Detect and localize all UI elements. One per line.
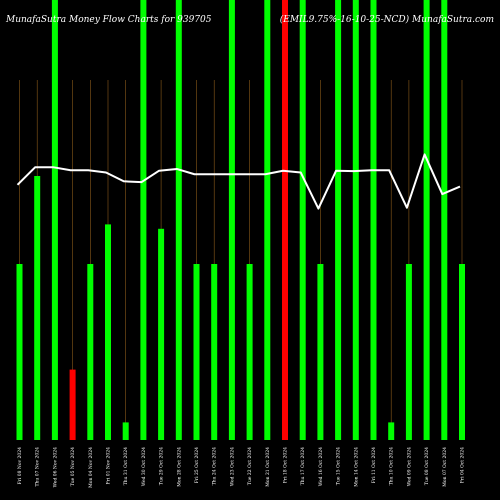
- date-label-14: Mon 21 Oct 2024: [265, 447, 271, 487]
- chart-subtitle: (EMIL9.75%-16-10-25-NCD) MunafaSutra.com: [280, 14, 494, 25]
- bar-4: [87, 264, 94, 440]
- date-label-13: Tue 22 Oct 2024: [247, 447, 253, 485]
- date-label-7: Wed 30 Oct 2024: [141, 447, 147, 486]
- bar-7: [140, 0, 147, 440]
- bar-10: [193, 264, 200, 440]
- grid-lines: [19, 80, 463, 440]
- bar-8: [158, 228, 165, 440]
- date-label-23: Tue 08 Oct 2024: [424, 447, 430, 485]
- bar-17: [317, 264, 324, 440]
- date-label-17: Wed 16 Oct 2024: [318, 447, 324, 486]
- date-label-15: Fri 18 Oct 2024: [283, 447, 289, 483]
- date-label-21: Thu 10 Oct 2024: [389, 447, 395, 485]
- date-label-5: Fri 01 Nov 2024: [106, 447, 112, 485]
- date-label-19: Mon 14 Oct 2024: [353, 447, 359, 487]
- bar-23: [423, 0, 430, 440]
- date-label-22: Wed 09 Oct 2024: [406, 447, 412, 486]
- date-label-18: Tue 15 Oct 2024: [336, 447, 342, 485]
- date-label-10: Fri 25 Oct 2024: [194, 447, 200, 483]
- date-label-8: Tue 29 Oct 2024: [159, 447, 165, 485]
- date-label-9: Mon 28 Oct 2024: [176, 447, 182, 487]
- bar-6: [122, 422, 129, 440]
- bar-20: [370, 0, 377, 440]
- date-label-12: Wed 23 Oct 2024: [229, 447, 235, 486]
- date-label-0: Fri 08 Nov 2024: [17, 447, 23, 485]
- bar-18: [335, 0, 342, 440]
- chart-title: MunafaSutra Money Flow Charts for 939705: [5, 15, 212, 25]
- bar-21: [388, 422, 395, 440]
- bar-5: [105, 224, 111, 440]
- bar-12: [228, 0, 235, 440]
- bar-2: [51, 0, 58, 440]
- bar-0: [16, 264, 23, 440]
- bar-16: [299, 0, 306, 440]
- bar-9: [175, 0, 182, 440]
- date-label-11: Thu 24 Oct 2024: [212, 447, 218, 485]
- bar-1: [34, 176, 41, 440]
- date-label-24: Mon 07 Oct 2024: [442, 447, 448, 487]
- bar-3: [69, 369, 76, 440]
- date-label-6: Thu 31 Oct 2024: [123, 447, 129, 485]
- bar-13: [246, 264, 253, 440]
- money-flow-line: [16, 153, 461, 210]
- bar-15: [282, 0, 288, 440]
- line-series: [16, 153, 461, 210]
- date-label-4: Mon 04 Nov 2024: [88, 447, 94, 488]
- date-label-2: Wed 06 Nov 2024: [52, 447, 58, 488]
- date-labels: Fri 08 Nov 2024 Thu 07 Nov 2024 Wed 06 Nov…: [17, 447, 466, 488]
- bar-11: [211, 264, 218, 440]
- date-label-1: Thu 07 Nov 2024: [35, 447, 41, 487]
- bar-14: [264, 0, 271, 440]
- date-label-16: Thu 17 Oct 2024: [300, 447, 306, 485]
- date-label-25: Fri 04 Oct 2024: [460, 447, 466, 483]
- bar-19: [352, 0, 359, 440]
- date-label-3: Tue 05 Nov 2024: [70, 447, 76, 486]
- bar-25: [459, 264, 465, 440]
- bars: [16, 0, 465, 440]
- bar-24: [441, 0, 448, 440]
- date-label-20: Fri 11 Oct 2024: [371, 447, 377, 483]
- bar-22: [405, 264, 412, 440]
